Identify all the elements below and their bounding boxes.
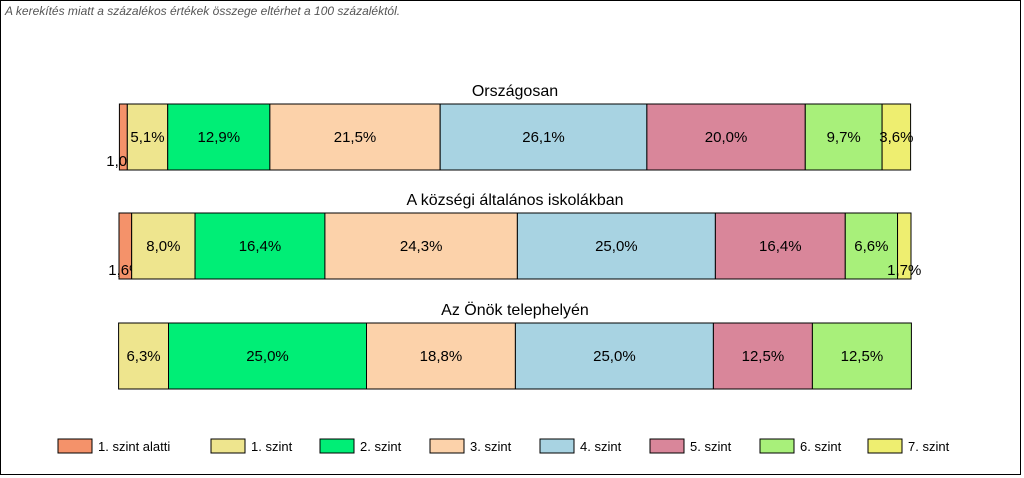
bar-segment [131,212,196,280]
bar-segment [269,103,441,171]
bar-title: Az Önök telephelyén [441,301,589,319]
data-label: 12,5% [841,348,884,365]
bar-segment [167,103,271,171]
bar-segment [516,212,716,280]
bar-segment [844,212,899,280]
data-label: 25,0% [246,348,289,365]
bar-segment [897,212,912,280]
data-label: 9,7% [827,129,861,146]
bar-title: A községi általános iskolákban [406,192,623,209]
bar-segment [366,322,516,390]
bar-segment [646,103,806,171]
data-label: 8,0% [146,238,180,255]
rounding-note: A kerekítés miatt a százalékos értékek ö… [5,4,401,18]
legend-swatch [539,438,575,454]
data-label: 20,0% [705,129,748,146]
bar-segment [804,103,883,171]
data-label: 1,7% [887,262,921,279]
bar-segment [514,322,714,390]
data-label: 5,1% [130,129,164,146]
data-label: 3,6% [879,129,913,146]
data-label: 21,5% [334,129,377,146]
bar-segment [881,103,912,171]
legend-label: 2. szint [360,439,402,454]
legend-label: 1. szint [251,439,293,454]
legend-label: 3. szint [470,439,512,454]
data-label: 16,4% [759,238,802,255]
data-label: 24,3% [400,238,443,255]
bar-segment [712,322,813,390]
data-label: 26,1% [522,129,565,146]
bar-segment [126,103,169,171]
bar-segment [168,322,367,390]
legend-swatch [867,438,903,454]
bar-segment [324,212,518,280]
legend-label: 7. szint [908,439,950,454]
legend-swatch [210,438,246,454]
data-label: 6,6% [854,238,888,255]
data-label: 25,0% [595,238,638,255]
legend-label: 6. szint [800,439,842,454]
bar-title: Országosan [472,83,558,100]
legend-swatch [57,438,93,454]
data-label: 18,8% [420,348,463,365]
data-label: 12,5% [742,348,785,365]
bar-segment [439,103,648,171]
legend-swatch [649,438,685,454]
legend-label: 1. szint alatti [98,439,170,454]
legend-label: 4. szint [580,439,622,454]
legend-swatch [429,438,465,454]
data-label: 6,3% [126,348,160,365]
legend-swatch [319,438,355,454]
bar-segment [714,212,846,280]
legend-swatch [759,438,795,454]
data-label: 16,4% [239,238,282,255]
data-label: 12,9% [198,129,241,146]
bar-segment [194,212,326,280]
data-label: 25,0% [593,348,636,365]
bar-segment [811,322,912,390]
legend-label: 5. szint [690,439,732,454]
